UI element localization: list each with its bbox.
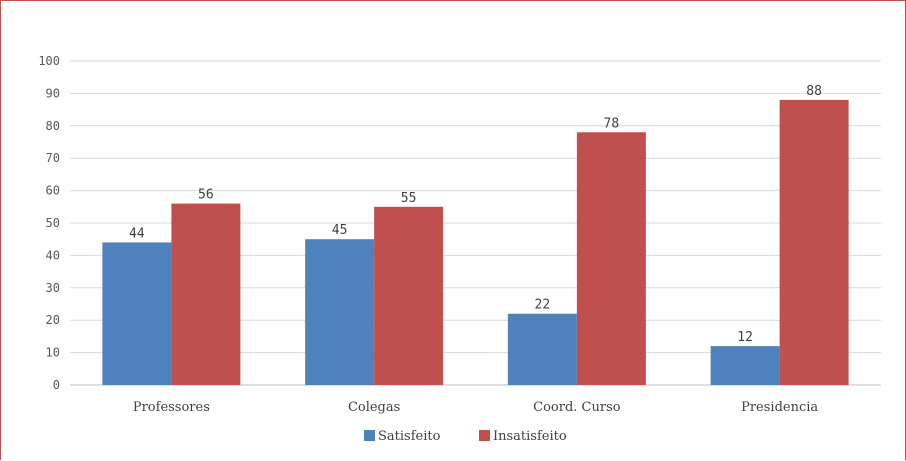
data-label: 88 (806, 84, 822, 99)
data-label: 55 (401, 191, 417, 206)
data-label: 22 (535, 298, 551, 313)
y-tick-label: 40 (46, 248, 60, 262)
y-tick-label: 90 (46, 86, 60, 100)
legend-swatch-satisfeito (364, 430, 375, 441)
bar-insatisfeito-colegas[interactable] (374, 206, 444, 385)
y-tick-label: 30 (46, 281, 60, 295)
legend-label-insatisfeito: Insatisfeito (493, 429, 567, 444)
bar-insatisfeito-coord-curso[interactable] (576, 132, 646, 385)
y-tick-label: 10 (46, 346, 60, 360)
legend-swatch-insatisfeito (479, 430, 490, 441)
y-tick-label: 60 (46, 184, 60, 198)
x-tick-label: Colegas (348, 400, 400, 415)
y-tick-label: 100 (38, 54, 60, 68)
y-tick-label: 0 (53, 378, 60, 392)
bar-insatisfeito-professores[interactable] (171, 203, 241, 385)
x-tick-label: Presidencia (741, 400, 818, 415)
data-label: 45 (332, 223, 348, 238)
legend-label-satisfeito: Satisfeito (378, 429, 441, 444)
y-tick-label: 20 (46, 313, 60, 327)
data-label: 78 (604, 116, 620, 131)
bar-satisfeito-professores[interactable] (102, 242, 172, 385)
data-label: 12 (737, 330, 753, 345)
data-label: 44 (129, 226, 145, 241)
y-tick-label: 70 (46, 151, 60, 165)
bar-insatisfeito-presidencia[interactable] (779, 99, 849, 385)
data-label: 56 (198, 188, 214, 203)
y-tick-label: 80 (46, 119, 60, 133)
x-tick-label: Coord. Curso (533, 400, 621, 415)
x-tick-label: Professores (133, 400, 210, 415)
bar-satisfeito-colegas[interactable] (305, 239, 375, 385)
bar-satisfeito-coord-curso[interactable] (507, 313, 577, 385)
y-tick-label: 50 (46, 216, 60, 230)
bar-satisfeito-presidencia[interactable] (710, 346, 780, 385)
